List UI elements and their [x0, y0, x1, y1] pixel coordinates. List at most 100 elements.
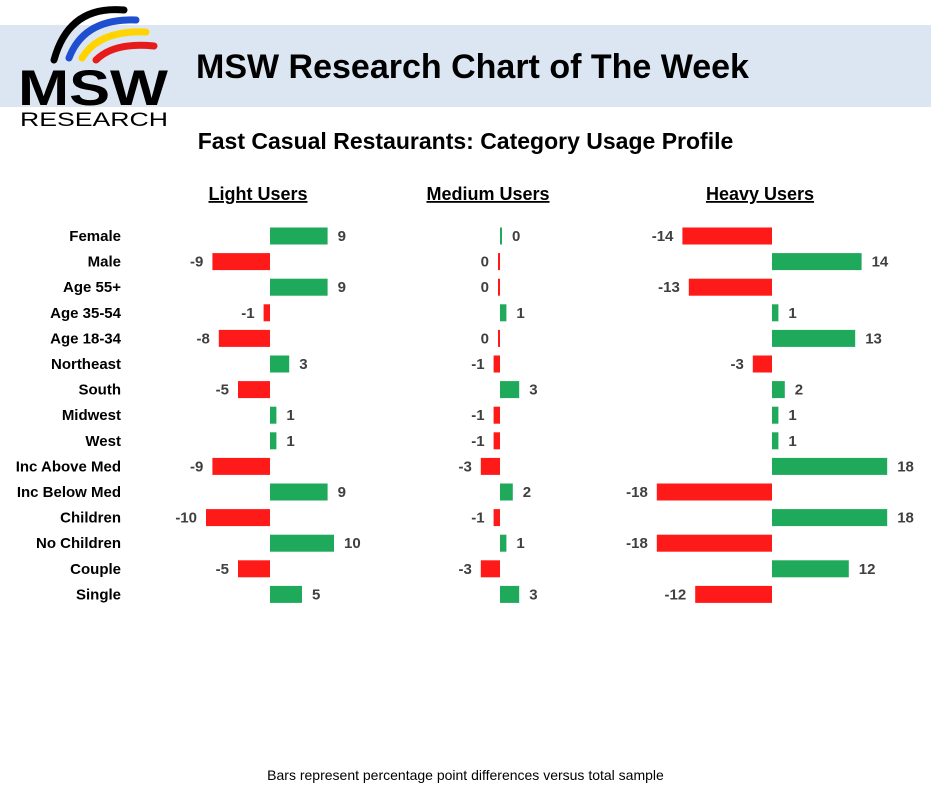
- bar-heavy-users-midwest: [772, 406, 779, 424]
- value-label-light-users-south: -5: [216, 382, 229, 399]
- bar-medium-users-inc-above-med: [480, 457, 500, 475]
- bar-medium-users-south: [500, 381, 520, 399]
- category-label-age-55: Age 55+: [63, 279, 121, 296]
- category-label-south: South: [79, 382, 122, 399]
- value-label-heavy-users-northeast: -3: [730, 356, 743, 373]
- bar-medium-users-west: [493, 432, 500, 450]
- logo-text: MSW: [18, 60, 169, 116]
- bar-heavy-users-no-children: [656, 534, 772, 552]
- bar-medium-users-couple: [480, 560, 500, 578]
- bar-heavy-users-inc-above-med: [772, 457, 888, 475]
- value-label-medium-users-west: -1: [471, 433, 484, 450]
- bar-heavy-users-age-35-54: [772, 304, 779, 322]
- value-label-heavy-users-inc-below-med: -18: [626, 484, 648, 501]
- value-label-medium-users-no-children: 1: [516, 535, 524, 552]
- category-label-northeast: Northeast: [51, 356, 121, 373]
- logo-subtext: RESEARCH: [20, 110, 168, 130]
- value-label-heavy-users-age-35-54: 1: [788, 305, 796, 322]
- value-label-medium-users-single: 3: [529, 586, 537, 603]
- value-label-medium-users-inc-below-med: 2: [523, 484, 531, 501]
- bar-heavy-users-northeast: [752, 355, 772, 373]
- bar-heavy-users-couple: [772, 560, 849, 578]
- bar-heavy-users-age-55: [688, 278, 772, 296]
- panel-title-medium-users: Medium Users: [426, 184, 549, 204]
- bar-light-users-inc-above-med: [212, 457, 270, 475]
- value-label-medium-users-age-55: 0: [481, 279, 489, 296]
- value-label-light-users-single: 5: [312, 586, 320, 603]
- bar-light-users-no-children: [270, 534, 334, 552]
- value-label-medium-users-children: -1: [471, 510, 484, 527]
- value-label-light-users-inc-below-med: 9: [338, 484, 346, 501]
- value-label-medium-users-couple: -3: [458, 561, 471, 578]
- category-label-inc-below-med: Inc Below Med: [17, 484, 121, 501]
- value-label-medium-users-male: 0: [481, 254, 489, 271]
- value-label-light-users-west: 1: [286, 433, 294, 450]
- bar-heavy-users-female: [682, 227, 772, 245]
- value-label-heavy-users-age-18-34: 13: [865, 330, 882, 347]
- value-label-heavy-users-south: 2: [795, 382, 803, 399]
- bar-light-users-northeast: [270, 355, 290, 373]
- bar-light-users-female: [270, 227, 328, 245]
- bar-light-users-couple: [238, 560, 270, 578]
- value-label-light-users-age-35-54: -1: [241, 305, 254, 322]
- category-label-inc-above-med: Inc Above Med: [16, 458, 121, 475]
- panel-title-heavy-users: Heavy Users: [706, 184, 814, 204]
- category-label-age-18-34: Age 18-34: [50, 330, 122, 347]
- bar-heavy-users-south: [772, 381, 785, 399]
- bar-heavy-users-west: [772, 432, 779, 450]
- bar-heavy-users-inc-below-med: [656, 483, 772, 501]
- header-band: [0, 25, 931, 107]
- value-label-medium-users-northeast: -1: [471, 356, 484, 373]
- bar-heavy-users-age-18-34: [772, 329, 856, 347]
- bar-medium-users-single: [500, 585, 520, 603]
- page-title: MSW Research Chart of The Week: [196, 48, 749, 86]
- bar-light-users-male: [212, 253, 270, 271]
- bar-light-users-children: [206, 509, 270, 527]
- category-label-single: Single: [76, 586, 121, 603]
- value-label-light-users-northeast: 3: [299, 356, 307, 373]
- bar-light-users-age-35-54: [263, 304, 270, 322]
- value-label-medium-users-south: 3: [529, 382, 537, 399]
- footnote: Bars represent percentage point differen…: [267, 767, 664, 783]
- msw-logo: MSW RESEARCH: [18, 6, 169, 130]
- value-label-light-users-midwest: 1: [286, 407, 294, 424]
- category-label-west: West: [85, 433, 121, 450]
- category-label-children: Children: [60, 510, 121, 527]
- value-label-light-users-children: -10: [175, 510, 197, 527]
- value-label-medium-users-female: 0: [512, 228, 520, 245]
- value-label-light-users-female: 9: [338, 228, 346, 245]
- bar-medium-users-age-18-34: [498, 329, 500, 347]
- bar-light-users-south: [238, 381, 270, 399]
- bar-medium-users-age-35-54: [500, 304, 507, 322]
- value-label-heavy-users-female: -14: [652, 228, 674, 245]
- bar-light-users-west: [270, 432, 277, 450]
- bar-light-users-age-18-34: [218, 329, 270, 347]
- value-label-light-users-inc-above-med: -9: [190, 458, 203, 475]
- panel-title-light-users: Light Users: [208, 184, 307, 204]
- value-label-heavy-users-single: -12: [665, 586, 687, 603]
- value-label-heavy-users-couple: 12: [859, 561, 876, 578]
- value-label-heavy-users-inc-above-med: 18: [897, 458, 914, 475]
- value-label-light-users-couple: -5: [216, 561, 229, 578]
- bar-medium-users-northeast: [493, 355, 500, 373]
- value-label-light-users-age-55: 9: [338, 279, 346, 296]
- value-label-medium-users-midwest: -1: [471, 407, 484, 424]
- bar-light-users-midwest: [270, 406, 277, 424]
- bar-heavy-users-children: [772, 509, 888, 527]
- value-label-heavy-users-no-children: -18: [626, 535, 648, 552]
- category-label-male: Male: [88, 254, 121, 271]
- logo-swoosh-icon: [50, 6, 158, 64]
- bar-medium-users-age-55: [498, 278, 500, 296]
- bar-medium-users-midwest: [493, 406, 500, 424]
- category-label-couple: Couple: [70, 561, 121, 578]
- value-label-heavy-users-male: 14: [872, 254, 889, 271]
- category-label-female: Female: [69, 228, 121, 245]
- chart-title: Fast Casual Restaurants: Category Usage …: [197, 128, 734, 154]
- bar-heavy-users-single: [695, 585, 772, 603]
- bar-light-users-inc-below-med: [270, 483, 328, 501]
- category-label-midwest: Midwest: [62, 407, 121, 424]
- bar-medium-users-children: [493, 509, 500, 527]
- bar-medium-users-male: [498, 253, 500, 271]
- value-label-medium-users-age-35-54: 1: [516, 305, 524, 322]
- value-label-light-users-age-18-34: -8: [196, 330, 209, 347]
